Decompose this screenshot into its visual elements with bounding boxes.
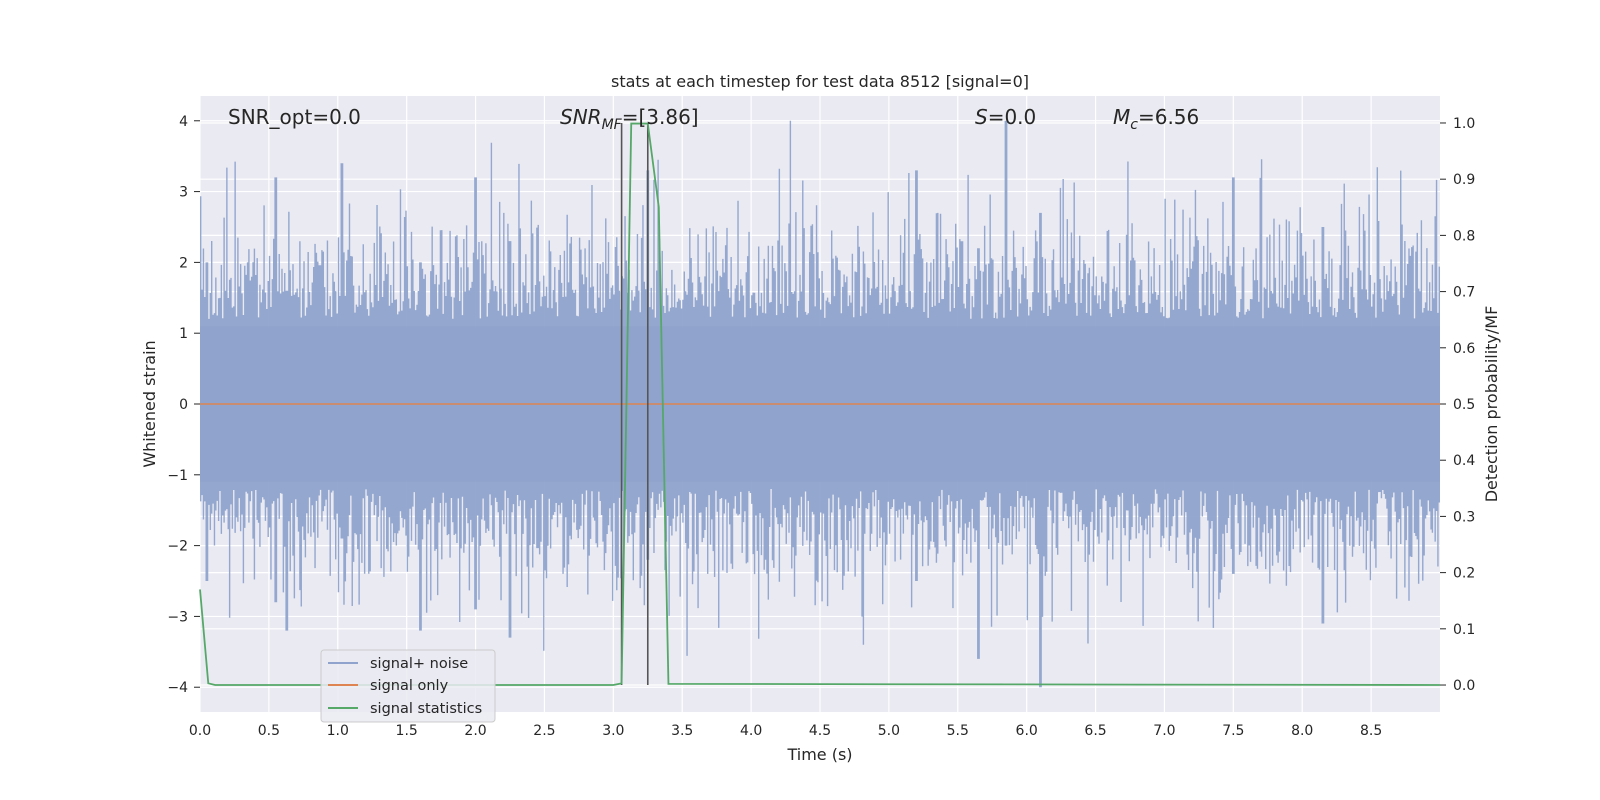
x-tick-label: 2.5 xyxy=(533,723,555,739)
y2-tick-label: 1.0 xyxy=(1453,116,1475,132)
y2-tick-label: 0.2 xyxy=(1453,566,1475,582)
y-tick-label: −1 xyxy=(167,468,188,484)
annotation-snr-mf-sub: MF xyxy=(602,117,623,133)
x-tick-label: 3.0 xyxy=(602,723,624,739)
x-tick-label: 6.0 xyxy=(1016,723,1038,739)
x-tick-label: 0.0 xyxy=(189,723,211,739)
vertical-markers xyxy=(620,122,649,686)
annotation-mc-base: M xyxy=(1113,105,1130,129)
y2-tick-label: 0.9 xyxy=(1453,172,1475,188)
legend-label-signal-statistics: signal statistics xyxy=(370,701,482,717)
annotation-s: S=0.0 xyxy=(975,105,1036,129)
x-tick-label: 5.5 xyxy=(947,723,969,739)
y-tick-label: −3 xyxy=(167,609,188,625)
y-tick-label: −4 xyxy=(167,680,188,696)
y-tick-label: 0 xyxy=(179,397,188,413)
legend-label-signal-noise: signal+ noise xyxy=(370,656,468,672)
series-signal-statistics xyxy=(199,122,1441,686)
x-tick-label: 4.0 xyxy=(740,723,762,739)
y-axis-label: Whitened strain xyxy=(140,340,159,467)
y-tick-label: 3 xyxy=(179,185,188,201)
x-tick-label: 3.5 xyxy=(671,723,693,739)
annotation-s-value: =0.0 xyxy=(988,105,1037,129)
y-tick-label: −2 xyxy=(167,539,188,555)
annotation-s-symbol: S xyxy=(975,105,988,129)
x-tick-label: 4.5 xyxy=(809,723,831,739)
x-tick-label: 8.0 xyxy=(1291,723,1313,739)
y2-tick-label: 0.4 xyxy=(1453,453,1475,469)
y-tick-label: 2 xyxy=(179,255,188,271)
annotation-snr-mf-value: =[3.86] xyxy=(622,105,699,129)
x-tick-label: 5.0 xyxy=(878,723,900,739)
annotation-mc: Mc=6.56 xyxy=(1113,105,1199,133)
y2-tick-label: 0.3 xyxy=(1453,509,1475,525)
annotation-snr-mf: SNRMF=[3.86] xyxy=(560,105,699,133)
legend-label-signal-only: signal only xyxy=(370,678,449,694)
y2-tick-label: 0.6 xyxy=(1453,341,1475,357)
y2-tick-label: 0.8 xyxy=(1453,228,1475,244)
annotation-mc-sub: c xyxy=(1130,117,1138,133)
y-tick-label: 4 xyxy=(179,114,188,130)
y2-tick-label: 0.1 xyxy=(1453,622,1475,638)
y2-tick-labels: 1.0 0.9 0.8 0.7 0.6 0.5 0.4 0.3 0.2 0.1 0.0 xyxy=(1440,116,1475,694)
legend-box xyxy=(320,649,496,723)
y2-tick-label: 0.5 xyxy=(1453,397,1475,413)
x-tick-label: 2.0 xyxy=(464,723,486,739)
y2-tick-label: 0.7 xyxy=(1453,285,1475,301)
x-tick-label: 7.0 xyxy=(1153,723,1175,739)
x-tick-label: 0.5 xyxy=(258,723,280,739)
x-tick-labels: 0.0 0.5 1.0 1.5 2.0 2.5 3.0 3.5 4.0 4.5 5.0 5.5 6.0 6… xyxy=(189,723,1382,739)
x-tick-label: 1.5 xyxy=(396,723,418,739)
annotation-mc-value: =6.56 xyxy=(1138,105,1199,129)
x-tick-label: 7.5 xyxy=(1222,723,1244,739)
y-tick-label: 1 xyxy=(179,326,188,342)
x-tick-label: 8.5 xyxy=(1360,723,1382,739)
legend: signal+ noise signal only signal statist… xyxy=(320,649,496,723)
y2-tick-label: 0.0 xyxy=(1453,678,1475,694)
chart-title: stats at each timestep for test data 851… xyxy=(611,72,1029,91)
x-axis-label: Time (s) xyxy=(786,745,852,764)
annotation-snr-mf-base: SNR xyxy=(560,105,602,129)
annotation-snr-opt: SNR_opt=0.0 xyxy=(228,105,361,129)
y-tick-labels: 4 3 2 1 0 −1 −2 −3 −4 xyxy=(167,114,200,696)
x-tick-label: 6.5 xyxy=(1084,723,1106,739)
x-tick-label: 1.0 xyxy=(327,723,349,739)
y2-axis-label: Detection probability/MF xyxy=(1482,306,1501,503)
